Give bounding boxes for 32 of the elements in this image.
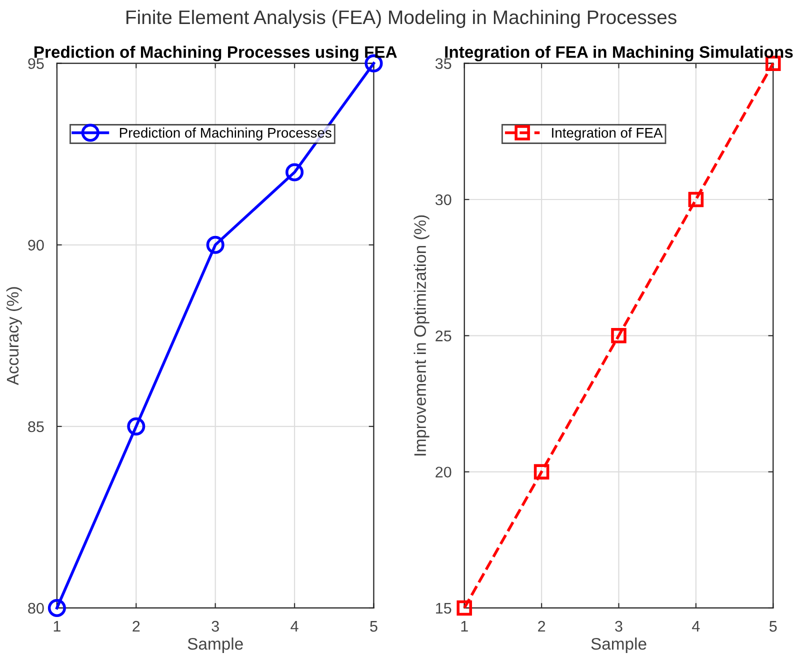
x-tick-label: 4 — [290, 621, 298, 632]
x-tick-label: 4 — [692, 621, 700, 632]
x-axis-title: Sample — [591, 638, 646, 654]
x-tick-label: 3 — [615, 620, 622, 632]
x-tick-label: 5 — [370, 621, 378, 632]
y-tick-label: 15 — [436, 603, 452, 614]
legend-label: Integration of FEA — [552, 128, 663, 140]
point — [534, 464, 550, 480]
y-tick-label: 80 — [28, 602, 44, 614]
x-tick-label: 2 — [538, 620, 546, 632]
point — [688, 192, 704, 208]
point — [611, 328, 626, 344]
y-tick-label: 25 — [436, 330, 452, 342]
x-tick-label: 1 — [461, 621, 468, 632]
y-axis-title: Improvement in Optimization (%) — [414, 215, 430, 456]
point — [127, 417, 146, 436]
point — [286, 163, 304, 182]
point — [206, 236, 224, 254]
text: Finite Element Analysis (FEA) Modeling in Machining Processes — [126, 10, 676, 28]
y-tick-label: 90 — [28, 240, 44, 251]
x-tick-label: 2 — [132, 620, 140, 632]
y-tick-label: 85 — [28, 421, 44, 432]
y-tick-label: 30 — [435, 194, 452, 206]
point — [456, 600, 472, 616]
y-axis-title: Accuracy (%) — [6, 287, 22, 386]
x-axis-title: Sample — [188, 638, 243, 654]
legend-label: Prediction of Machining Processes — [120, 128, 332, 140]
x-tick-label: 5 — [769, 621, 777, 632]
point — [48, 598, 66, 618]
y-tick-label: 20 — [436, 466, 452, 478]
x-tick-label: 1 — [54, 621, 60, 632]
x-tick-label: 3 — [212, 620, 219, 632]
